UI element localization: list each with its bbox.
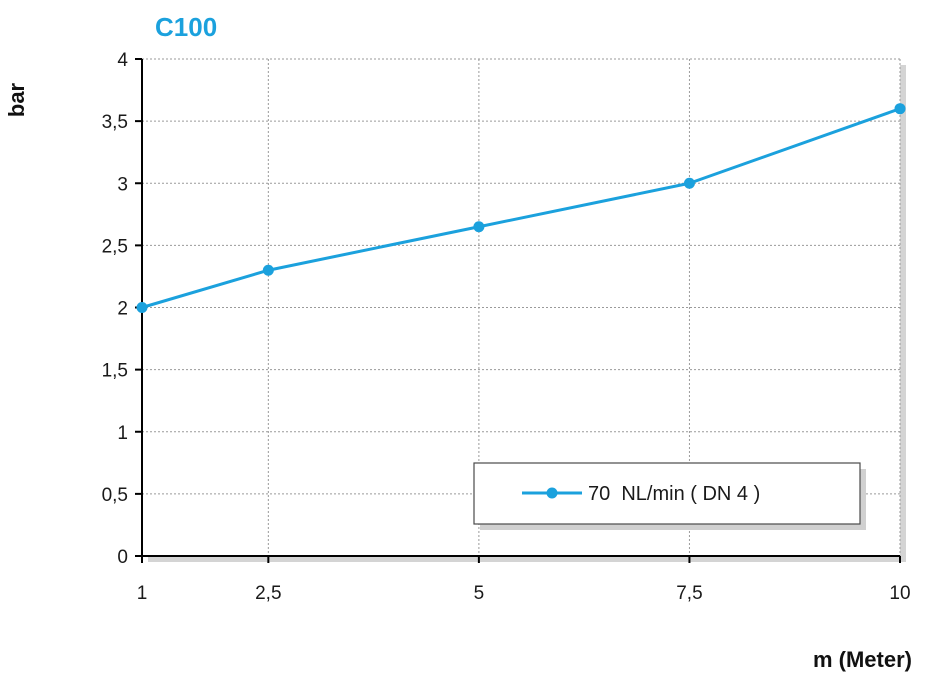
x-axis-ticks: 1 2,5 5 7,5 10 [137, 556, 911, 604]
chart-title: C100 [155, 12, 217, 42]
y-tick-label: 1,5 [102, 361, 128, 382]
x-tick-label: 1 [137, 583, 148, 604]
y-tick-label: 4 [117, 50, 128, 71]
y-tick-label: 0,5 [102, 485, 128, 506]
data-point [473, 221, 485, 233]
x-axis-title: m (Meter) [813, 647, 912, 672]
x-tick-label: 5 [474, 583, 485, 604]
data-point [894, 103, 906, 115]
y-tick-label: 2 [117, 299, 128, 320]
data-point [683, 177, 695, 189]
y-axis-ticks: 0 0,5 1 1,5 2 2,5 3 3,5 4 [102, 50, 142, 568]
data-point [262, 264, 274, 276]
y-tick-label: 2,5 [102, 236, 128, 257]
legend-label: 70 NL/min ( DN 4 ) [588, 483, 760, 505]
legend-dot-marker [546, 487, 558, 499]
x-tick-label: 10 [889, 583, 910, 604]
y-tick-label: 1 [117, 423, 128, 444]
grid-lines [142, 58, 901, 556]
y-tick-label: 3 [117, 174, 128, 195]
series-layer [136, 103, 906, 313]
y-tick-label: 0 [117, 547, 128, 568]
x-tick-label: 7,5 [676, 583, 702, 604]
y-tick-label: 3,5 [102, 112, 128, 133]
legend: 70 NL/min ( DN 4 ) [473, 462, 866, 530]
x-tick-label: 2,5 [255, 583, 281, 604]
y-axis-title: bar [4, 82, 29, 117]
data-point [136, 302, 148, 313]
